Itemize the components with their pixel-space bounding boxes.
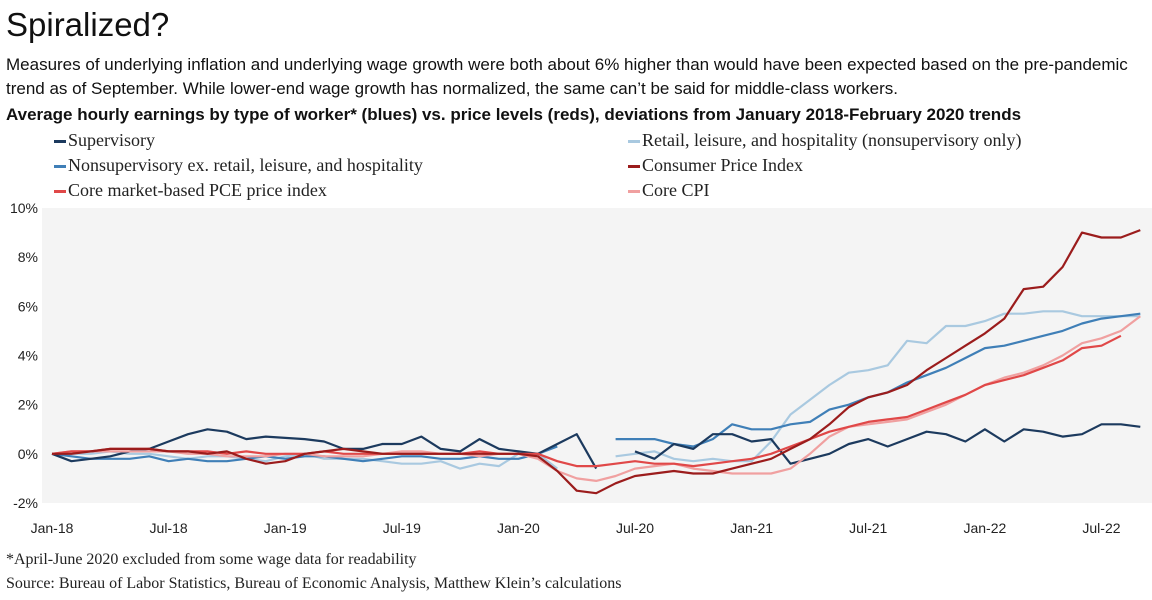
legend-swatch <box>54 190 66 194</box>
x-axis: Jan-18 Jul-18 Jan-19 Jul-19 Jan-20 Jul-20 Jan-… <box>31 520 1121 536</box>
x-tick-label: Jul-18 <box>150 520 188 536</box>
legend-swatch <box>54 165 66 169</box>
legend-label: Retail, leisure, and hospitality (nonsup… <box>642 130 1022 150</box>
source-note: Source: Bureau of Labor Statistics, Bure… <box>6 575 622 592</box>
x-tick-label: Jul-20 <box>616 520 654 536</box>
y-axis: 10% 8% 6% 4% 2% 0% -2% <box>10 200 38 511</box>
plot-area <box>42 208 1152 503</box>
legend-swatch <box>628 140 640 144</box>
chart-title: Average hourly earnings by type of worke… <box>6 105 1022 124</box>
legend-label: Core CPI <box>642 180 710 200</box>
legend-item-core-pce: Core market-based PCE price index <box>54 180 327 201</box>
x-tick-label: Jan-18 <box>31 520 74 536</box>
series-line-consumer-price-index <box>52 229 1141 495</box>
legend-item-supervisory: Supervisory <box>54 130 155 151</box>
legend-swatch <box>54 140 66 144</box>
x-tick-label: Jul-21 <box>849 520 887 536</box>
series-line-supervisory <box>634 423 1141 465</box>
legend-item-core-cpi: Core CPI <box>628 180 710 201</box>
y-tick-label: 6% <box>18 298 38 314</box>
x-tick-label: Jul-22 <box>1082 520 1120 536</box>
x-tick-label: Jul-19 <box>383 520 421 536</box>
y-tick-label: 2% <box>18 397 38 413</box>
legend-swatch <box>628 190 640 194</box>
legend-label: Nonsupervisory ex. retail, leisure, and … <box>68 155 423 175</box>
legend-swatch <box>628 165 640 169</box>
legend-item-nonsupervisory: Nonsupervisory ex. retail, leisure, and … <box>54 155 423 176</box>
legend-item-cpi: Consumer Price Index <box>628 155 803 176</box>
page-title: Spiralized? <box>6 6 170 43</box>
series-line-nonsupervisory-ex-retail-leisure-and-hospitality <box>51 445 558 463</box>
line-chart: 10% 8% 6% 4% 2% 0% -2% Jan-18 Jul-18 Jan-19 Jul-1… <box>10 200 1152 536</box>
y-tick-label: 10% <box>10 200 38 216</box>
y-tick-label: -2% <box>13 495 38 511</box>
y-tick-label: 8% <box>18 249 38 265</box>
legend-label: Core market-based PCE price index <box>68 180 327 200</box>
x-tick-label: Jan-22 <box>963 520 1006 536</box>
legend-label: Supervisory <box>68 130 155 150</box>
y-tick-label: 0% <box>18 446 38 462</box>
x-tick-label: Jan-19 <box>264 520 307 536</box>
series-lines <box>51 229 1141 495</box>
subtitle: Measures of underlying inflation and und… <box>6 55 1128 98</box>
x-tick-label: Jan-20 <box>497 520 540 536</box>
y-tick-label: 4% <box>18 348 38 364</box>
legend-item-retail-leisure: Retail, leisure, and hospitality (nonsup… <box>628 130 1021 151</box>
footnote: *April-June 2020 excluded from some wage… <box>6 551 417 568</box>
x-tick-label: Jan-21 <box>730 520 773 536</box>
series-line-retail-leisure-and-hospitality-nonsupervisory-only <box>615 310 1141 463</box>
legend-label: Consumer Price Index <box>642 155 803 175</box>
